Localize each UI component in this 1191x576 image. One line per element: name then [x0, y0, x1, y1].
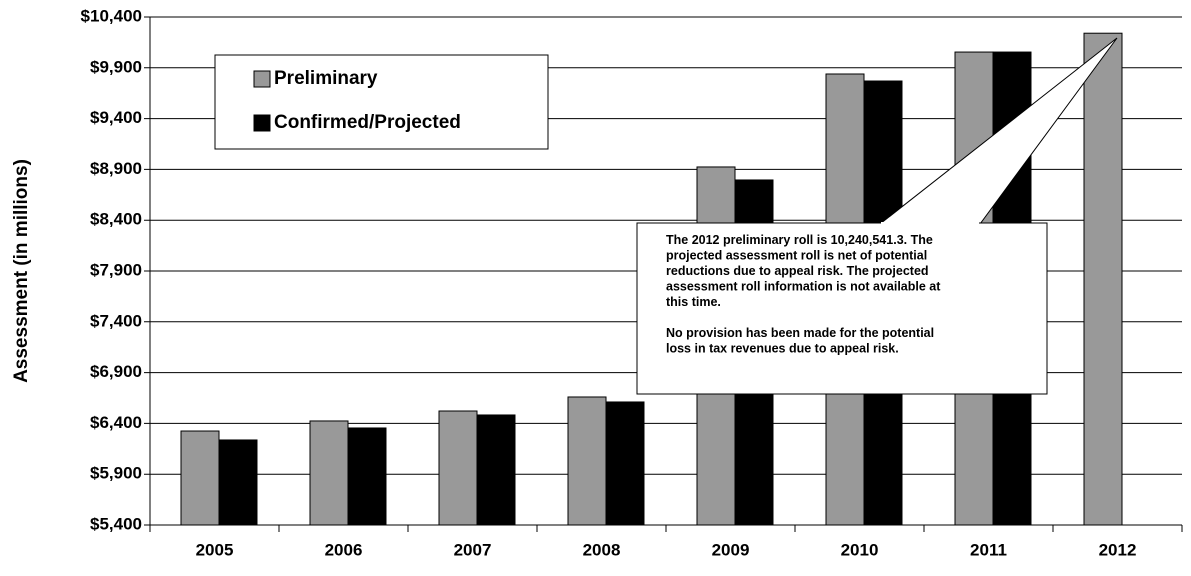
legend-box [214, 54, 549, 150]
annotation-text: loss in tax revenues due to appeal risk. [666, 342, 899, 356]
annotation-text: No provision has been made for the poten… [666, 326, 934, 340]
x-tick-label: 2012 [1099, 540, 1137, 559]
y-tick-label: $5,400 [90, 514, 142, 533]
bar [180, 430, 220, 526]
annotation-box [636, 222, 1048, 395]
bar [567, 396, 607, 526]
y-tick-label: $7,400 [90, 311, 142, 330]
bar [309, 420, 349, 526]
x-tick-label: 2011 [970, 540, 1007, 559]
bar [605, 401, 645, 526]
x-tick-label: 2009 [712, 540, 750, 559]
annotation-text: assessment roll information is not avail… [666, 280, 941, 294]
bar [347, 427, 387, 526]
y-tick-label: $7,900 [90, 260, 142, 279]
annotation-text: reductions due to appeal risk. The proje… [666, 264, 929, 278]
legend-swatch [253, 70, 271, 88]
y-tick-label: $8,400 [90, 210, 142, 229]
legend-label: Preliminary [274, 68, 378, 89]
annotation-text: The 2012 preliminary roll is 10,240,541.… [666, 233, 933, 247]
y-tick-label: $5,900 [90, 464, 142, 483]
y-tick-label: $6,400 [90, 413, 142, 432]
y-tick-label: $10,400 [81, 6, 142, 25]
annotation-text: this time. [666, 295, 721, 309]
y-tick-label: $6,900 [90, 362, 142, 381]
legend-label: Confirmed/Projected [274, 112, 461, 133]
legend-swatch [253, 114, 271, 132]
bar [1083, 32, 1123, 526]
y-tick-label: $8,900 [90, 159, 142, 178]
bar [476, 414, 516, 526]
x-tick-label: 2006 [325, 540, 363, 559]
y-tick-label: $9,400 [90, 108, 142, 127]
x-tick-label: 2007 [454, 540, 492, 559]
y-axis-label: Assessment (in millions) [11, 159, 32, 383]
bar [218, 439, 258, 526]
x-tick-label: 2010 [841, 540, 879, 559]
y-tick-label: $9,900 [90, 57, 142, 76]
x-tick-label: 2005 [196, 540, 234, 559]
annotation-text: projected assessment roll is net of pote… [666, 249, 927, 263]
bar [438, 410, 478, 526]
x-tick-label: 2008 [583, 540, 621, 559]
